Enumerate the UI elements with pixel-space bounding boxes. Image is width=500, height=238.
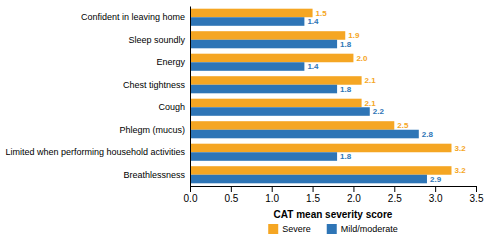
tick-label: Breathlessness (123, 170, 185, 180)
bar (190, 175, 427, 184)
bar (190, 31, 345, 40)
tick-mark (272, 186, 273, 192)
data-label: 1.4 (307, 62, 319, 71)
tick-label: Cough (158, 102, 185, 112)
bar (190, 40, 337, 49)
bar (190, 54, 353, 63)
data-label: 3.2 (454, 144, 466, 153)
tick: Limited when performing household activi… (5, 147, 185, 157)
legend-label: Mild/moderate (341, 224, 398, 234)
tick: 0.0 (184, 186, 198, 204)
tick-label: 3.0 (429, 193, 443, 204)
data-label: 1.8 (340, 85, 352, 94)
tick: Phlegm (mucus) (119, 125, 185, 135)
tick-label: 2.0 (347, 193, 361, 204)
tick-label: 1.5 (306, 193, 320, 204)
tick-label: 0.0 (184, 193, 198, 204)
x-axis-title: CAT mean severity score (274, 209, 393, 220)
bar (190, 144, 451, 153)
y-axis: Breathlessness Limited when performing ho… (5, 7, 190, 187)
tick-mark (353, 186, 354, 192)
tick-label: Confident in leaving home (81, 12, 185, 22)
bar (190, 107, 370, 116)
tick: Sleep soundly (128, 35, 185, 45)
data-label: 2.1 (365, 76, 377, 85)
tick: Cough (158, 102, 185, 112)
tick-label: Phlegm (mucus) (119, 125, 185, 135)
tick-label: 2.5 (388, 193, 402, 204)
tick: 3.5 (470, 186, 484, 204)
tick: 1.0 (265, 186, 279, 204)
tick: 3.0 (429, 186, 443, 204)
tick-label: Limited when performing household activi… (5, 147, 185, 157)
data-label: 1.4 (307, 17, 319, 26)
tick-mark (435, 186, 436, 192)
chart: 3.23.22.52.12.12.01.91.52.91.82.82.21.81… (0, 0, 500, 238)
plot: 3.23.22.52.12.12.01.91.52.91.82.82.21.81… (5, 7, 483, 221)
tick-label: Sleep soundly (128, 35, 185, 45)
bar (190, 166, 451, 175)
data-label: 1.8 (340, 40, 352, 49)
data-label: 1.8 (340, 152, 352, 161)
tick: Energy (156, 57, 185, 67)
tick-mark (231, 186, 232, 192)
bar (190, 85, 337, 94)
tick: Breathlessness (123, 170, 185, 180)
x-axis: 0.0 0.5 1.0 1.5 2.0 2.5 3.0 3.5 (184, 186, 484, 204)
legend-item: Mild/moderate (327, 224, 398, 234)
legend-swatch (268, 224, 278, 234)
data-labels: 3.23.22.52.12.12.01.91.52.91.82.82.21.81… (307, 9, 466, 184)
legend-swatch (327, 224, 337, 234)
bar (190, 76, 362, 85)
bar (190, 17, 304, 26)
tick: 1.5 (306, 186, 320, 204)
tick-label: 3.5 (470, 193, 484, 204)
tick: Confident in leaving home (81, 12, 185, 22)
tick-label: Energy (156, 57, 185, 67)
bar (190, 99, 362, 108)
tick-label: 0.5 (224, 193, 238, 204)
data-label: 3.2 (454, 166, 466, 175)
data-label: 2.5 (397, 121, 409, 130)
tick: 2.5 (388, 186, 402, 204)
bar (190, 130, 419, 139)
tick-label: Chest tightness (123, 80, 186, 90)
tick-mark (190, 186, 191, 192)
axis-line (191, 187, 477, 193)
bar (190, 152, 337, 161)
tick: Chest tightness (123, 80, 186, 90)
tick: 0.5 (224, 186, 238, 204)
legend-label: Severe (282, 224, 311, 234)
legend-item: Severe (268, 224, 311, 234)
tick-label: 1.0 (265, 193, 279, 204)
bar (190, 9, 313, 18)
tick: 2.0 (347, 186, 361, 204)
tick-mark (394, 186, 395, 192)
legend: Severe Mild/moderate (268, 224, 398, 234)
bar (190, 62, 304, 71)
data-label: 2.9 (430, 175, 442, 184)
data-label: 2.0 (356, 54, 368, 63)
tick-mark (476, 186, 477, 192)
axis-line (190, 7, 191, 187)
data-label: 2.8 (422, 130, 434, 139)
bars (190, 9, 451, 184)
tick-mark (313, 186, 314, 192)
bar (190, 121, 394, 130)
data-label: 2.2 (373, 107, 385, 116)
